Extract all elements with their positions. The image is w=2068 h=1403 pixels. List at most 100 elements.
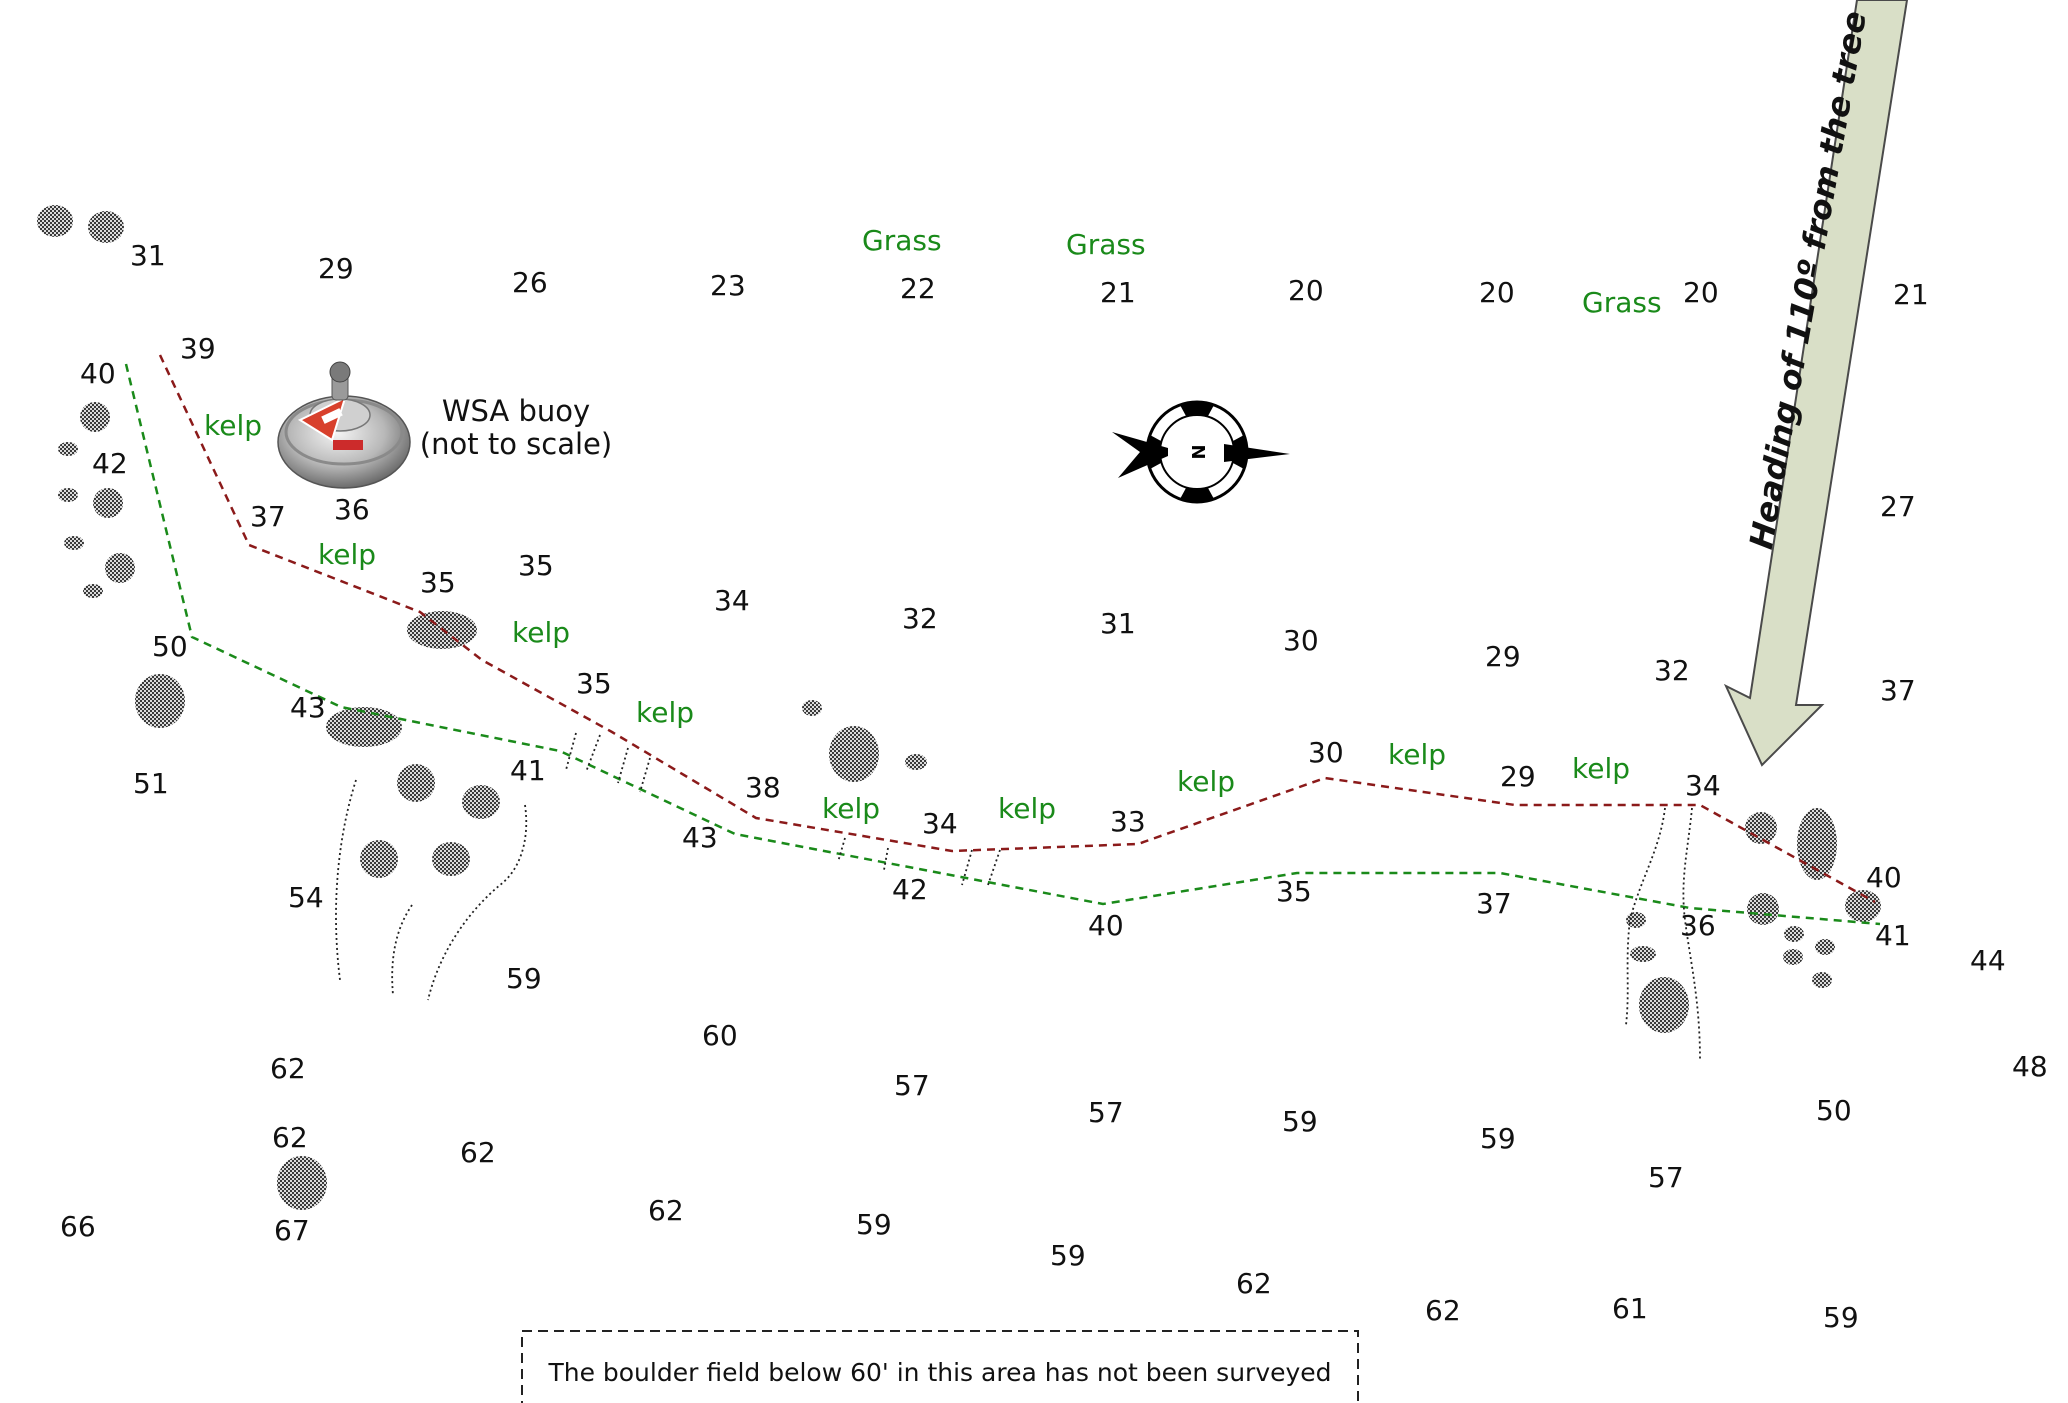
depth-label: 42 [892,873,928,906]
depth-label: 37 [250,500,286,533]
boulder [397,764,435,802]
boulder [80,402,110,432]
kelp-label: kelp [1388,738,1446,771]
depth-label: 35 [518,549,554,582]
grass-label: Grass [862,224,942,257]
depth-label: 29 [318,252,354,285]
depth-label: 29 [1485,640,1521,673]
depth-label: 62 [1425,1294,1461,1327]
depth-label: 20 [1479,276,1515,309]
dropoff-hatching [335,732,1701,1061]
boulder [802,700,822,716]
depth-label: 59 [1480,1122,1516,1155]
depth-label: 41 [1875,919,1911,952]
depth-label: 34 [922,807,958,840]
depth-label: 59 [1823,1301,1859,1334]
depth-label: 62 [648,1194,684,1227]
depth-label: 37 [1476,887,1512,920]
depth-label: 59 [1050,1239,1086,1272]
depth-label: 20 [1683,276,1719,309]
depth-label: 21 [1100,276,1136,309]
boulder [64,536,84,550]
depth-label: 62 [270,1052,306,1085]
depth-label: 43 [290,691,326,724]
depth-label: 54 [288,881,324,914]
depth-label: 61 [1612,1292,1648,1325]
depth-label: 35 [1276,875,1312,908]
heading-arrow-icon: Heading of 110º from the tree [1723,0,1909,767]
boulder [1745,812,1777,844]
boulder [93,488,123,518]
boulder [37,205,73,237]
boulder [1626,912,1646,928]
boulder [462,785,500,819]
depth-label: 59 [506,962,542,995]
boulder [105,553,135,583]
kelp-label: kelp [636,696,694,729]
grass-label: Grass [1066,228,1146,261]
boulders [37,205,1881,1210]
kelp-label: kelp [1177,765,1235,798]
depth-label: 42 [92,447,128,480]
boulder [58,442,78,456]
kelp-label: kelp [318,538,376,571]
dive-buoy-icon [277,361,411,489]
boulder [1639,977,1689,1033]
shallow-contour-line [158,354,1876,904]
depth-label: 36 [334,493,370,526]
depth-label: 62 [460,1136,496,1169]
boulder [58,488,78,502]
boulder [1815,939,1835,955]
depth-label: 59 [1282,1105,1318,1138]
vegetation-labels: Grass Grass Grass kelp kelp kelp kelp ke… [204,224,1662,825]
depth-label: 48 [2012,1050,2048,1083]
depth-label: 67 [274,1214,310,1247]
depth-label: 36 [1680,909,1716,942]
depth-label: 57 [1648,1161,1684,1194]
depth-label: 57 [1088,1096,1124,1129]
depth-label: 43 [682,821,718,854]
depth-label: 41 [510,754,546,787]
boulder [1812,972,1832,988]
kelp-label: kelp [998,792,1056,825]
depth-label: 27 [1880,490,1916,523]
depth-label: 40 [1866,861,1902,894]
boulder [135,674,185,728]
depth-label: 40 [80,357,116,390]
depth-label: 23 [710,269,746,302]
depth-label: 30 [1283,624,1319,657]
depth-label: 30 [1308,736,1344,769]
depth-label: 32 [902,602,938,635]
depth-label: 31 [1100,607,1136,640]
boulder [1797,808,1837,880]
grass-label: Grass [1582,286,1662,319]
boulder [326,707,402,747]
kelp-label: kelp [204,409,262,442]
depth-label: 35 [420,566,456,599]
depth-label: 57 [894,1069,930,1102]
boulder [88,211,124,243]
kelp-label: kelp [512,616,570,649]
depth-label: 50 [1816,1094,1852,1127]
survey-note: The boulder field below 60' in this area… [521,1330,1359,1403]
depth-label: 44 [1970,944,2006,977]
depth-label: 34 [1685,769,1721,802]
boulder [1630,946,1656,962]
depth-label: 31 [130,239,166,272]
depth-label: 60 [702,1019,738,1052]
depth-label: 62 [272,1121,308,1154]
boulder [1784,926,1804,942]
svg-text:(not to scale): (not to scale) [420,427,612,461]
depth-labels: 31 29 26 23 22 21 20 20 20 21 39 40 42 3… [60,239,2048,1334]
depth-label: 22 [900,272,936,305]
depth-label: 37 [1880,674,1916,707]
depth-label: 35 [576,667,612,700]
boulder [829,726,879,782]
survey-note-text: The boulder field below 60' in this area… [547,1358,1331,1387]
depth-label: 32 [1654,654,1690,687]
kelp-label: kelp [1572,752,1630,785]
boulder [83,584,103,598]
depth-label: 29 [1500,760,1536,793]
depth-label: 66 [60,1210,96,1243]
